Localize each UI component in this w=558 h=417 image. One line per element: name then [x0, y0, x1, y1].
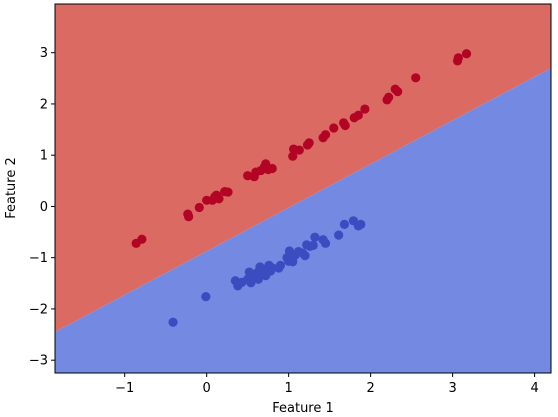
- point-series-0-40: [461, 49, 472, 59]
- point-series-0-11: [223, 187, 233, 197]
- point-series-0-22: [294, 145, 304, 155]
- point-series-0-31: [353, 110, 363, 120]
- y-axis-label: Feature 2: [4, 157, 19, 219]
- x-axis-label: Feature 1: [272, 401, 334, 416]
- x-tick-label: 0: [203, 381, 211, 396]
- point-series-1-0: [168, 317, 178, 327]
- point-series-0-32: [360, 104, 370, 114]
- point-series-1-39: [356, 219, 366, 229]
- y-tick-label: −1: [29, 251, 48, 266]
- point-series-0-36: [393, 87, 403, 97]
- point-series-0-4: [194, 202, 204, 213]
- y-tick-label: −2: [29, 302, 48, 317]
- y-tick-label: −3: [29, 354, 48, 369]
- point-series-0-34: [384, 92, 394, 102]
- point-series-1-28: [300, 251, 310, 261]
- y-axis: −3 −2 −1 0 1 2 3: [29, 46, 55, 369]
- region-class-lower: [55, 68, 551, 373]
- point-series-1-35: [334, 230, 344, 240]
- x-tick-label: −1: [115, 381, 134, 396]
- point-series-0-1: [137, 234, 147, 244]
- point-series-1-17: [267, 263, 277, 273]
- point-series-0-26: [320, 130, 331, 140]
- point-series-1-36: [339, 219, 350, 229]
- point-series-1-19: [275, 260, 286, 270]
- y-tick-label: 0: [40, 200, 48, 215]
- x-tick-label: 4: [530, 381, 538, 396]
- x-axis: −1 0 1 2 3 4: [115, 373, 539, 396]
- x-tick-label: 1: [285, 381, 293, 396]
- point-series-0-24: [304, 138, 314, 148]
- point-series-0-3: [184, 212, 194, 222]
- region-class-upper: [55, 4, 551, 332]
- x-tick-label: 2: [366, 381, 374, 396]
- points-layer: [131, 49, 472, 327]
- point-series-0-27: [329, 123, 339, 133]
- point-series-1-34: [320, 238, 331, 248]
- point-series-0-9: [214, 194, 224, 204]
- point-series-1-1: [201, 292, 211, 302]
- point-series-0-29: [340, 120, 350, 131]
- point-series-1-32: [310, 232, 320, 242]
- point-series-1-31: [308, 240, 318, 250]
- y-tick-label: 1: [40, 149, 48, 164]
- y-tick-label: 3: [40, 46, 48, 61]
- x-tick-label: 3: [448, 381, 456, 396]
- y-tick-label: 2: [40, 97, 48, 112]
- plot-frame: [54, 3, 552, 374]
- point-series-0-39: [453, 53, 463, 63]
- point-series-0-20: [288, 151, 298, 161]
- plot-area: [55, 4, 551, 373]
- point-series-0-19: [267, 163, 277, 174]
- point-series-0-37: [411, 73, 421, 83]
